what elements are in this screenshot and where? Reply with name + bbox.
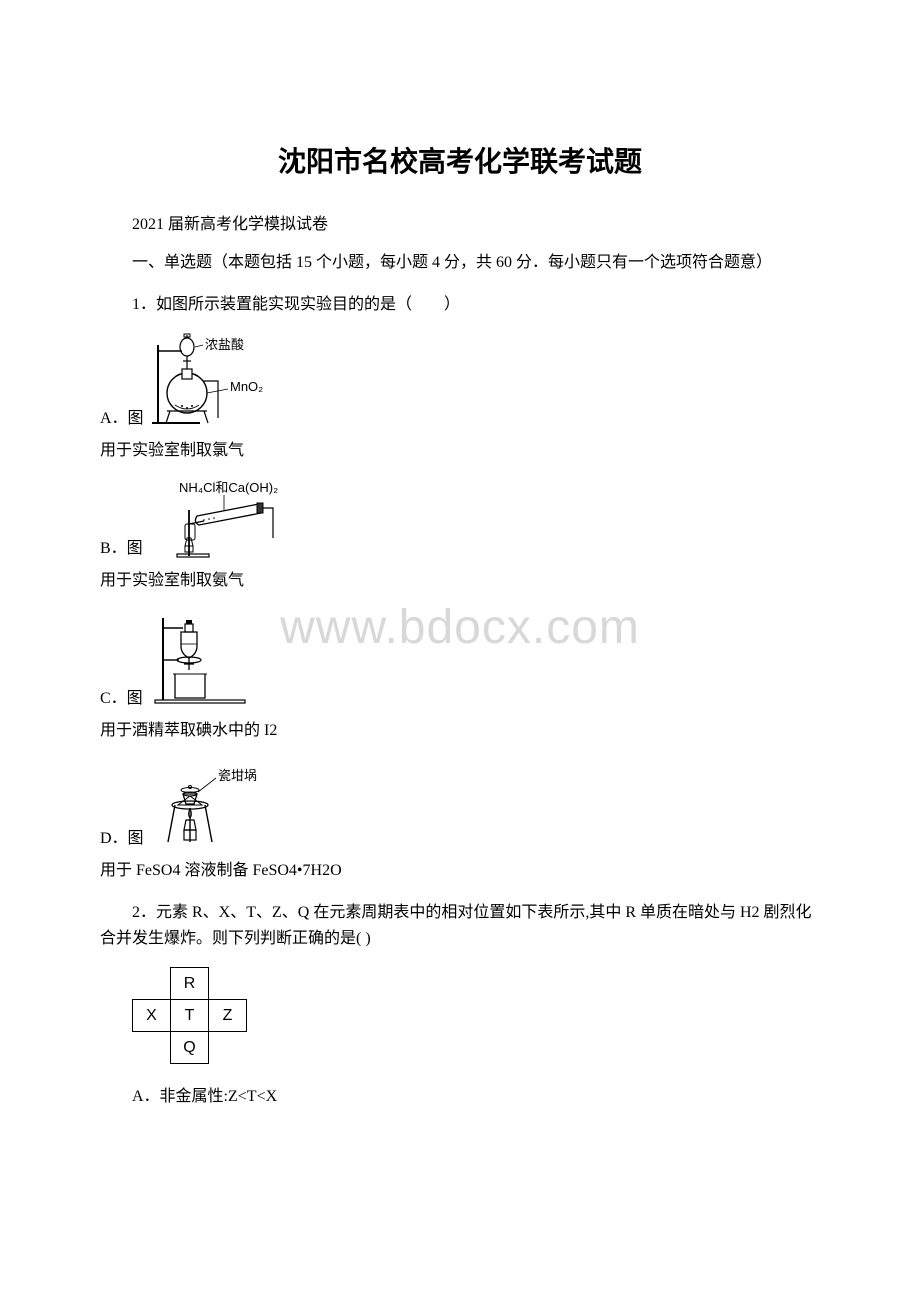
cell-t: T xyxy=(171,1000,209,1032)
option-d-label: D．图 xyxy=(100,824,144,848)
option-a-label: A．图 xyxy=(100,404,144,428)
q1-option-b: B．图 NH₄Cl和Ca(OH)₂ xyxy=(100,480,820,558)
option-a-desc: 用于实验室制取氯气 xyxy=(100,436,820,460)
periodic-table-figure: R X T Z Q xyxy=(132,967,820,1064)
apparatus-d-figure: 瓷坩埚 xyxy=(150,760,280,848)
section-instruction: 一、单选题（本题包括 15 个小题，每小题 4 分，共 60 分．每小题只有一个… xyxy=(100,250,820,276)
cell-empty xyxy=(133,968,171,1000)
option-b-desc: 用于实验室制取氨气 xyxy=(100,566,820,590)
cell-empty xyxy=(133,1032,171,1064)
cell-q: Q xyxy=(171,1032,209,1064)
cell-empty xyxy=(209,968,247,1000)
apparatus-c-figure xyxy=(149,610,259,708)
option-b-label: B．图 xyxy=(100,534,143,558)
crucible-label: 瓷坩埚 xyxy=(218,768,257,783)
q1-option-c: C．图 xyxy=(100,610,820,708)
question-1-prompt: 1．如图所示装置能实现实验目的的是（ ） xyxy=(100,292,820,318)
apparatus-b-figure: NH₄Cl和Ca(OH)₂ xyxy=(149,480,319,558)
cell-z: Z xyxy=(209,1000,247,1032)
apparatus-a-figure: 浓盐酸 MnO₂ xyxy=(150,333,290,428)
option-c-desc: 用于酒精萃取碘水中的 I2 xyxy=(100,716,820,740)
mno2-label: MnO₂ xyxy=(230,379,263,394)
cell-r: R xyxy=(171,968,209,1000)
option-c-label: C．图 xyxy=(100,684,143,708)
q1-option-a: A．图 浓盐酸 MnO₂ xyxy=(100,333,820,428)
q1-option-d: D．图 瓷坩埚 xyxy=(100,760,820,848)
question-2-prompt: 2．元素 R、X、T、Z、Q 在元素周期表中的相对位置如下表所示,其中 R 单质… xyxy=(100,900,820,951)
q2-option-a: A．非金属性:Z<T<X xyxy=(100,1084,820,1110)
acid-label: 浓盐酸 xyxy=(205,337,244,352)
page-title: 沈阳市名校高考化学联考试题 xyxy=(100,140,820,180)
reagent-label: NH₄Cl和Ca(OH)₂ xyxy=(179,480,278,495)
cell-empty xyxy=(209,1032,247,1064)
subtitle: 2021 届新高考化学模拟试卷 xyxy=(100,210,820,234)
option-d-desc: 用于 FeSO4 溶液制备 FeSO4•7H2O xyxy=(100,856,820,880)
cell-x: X xyxy=(133,1000,171,1032)
element-position-table: R X T Z Q xyxy=(132,967,247,1064)
